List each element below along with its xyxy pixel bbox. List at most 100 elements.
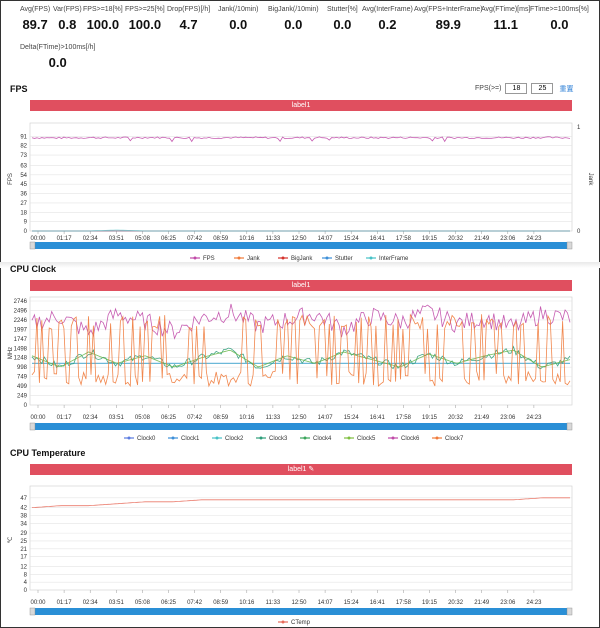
scrollbar-handle-right xyxy=(566,241,573,250)
x-tick-label: 23:06 xyxy=(500,600,516,606)
x-tick-label: 19:15 xyxy=(422,600,438,606)
scrollbar-handle-left xyxy=(29,607,36,616)
x-tick-label: 14:07 xyxy=(318,415,334,421)
series-line-clock3 xyxy=(31,345,571,370)
scrollbar-handle-right xyxy=(566,422,573,431)
plot-frame xyxy=(29,122,573,232)
stat-label: Jank(/10min) xyxy=(218,6,259,13)
stat-value: 0.2 xyxy=(378,17,397,32)
y-axis-label: ℃ xyxy=(8,536,14,543)
x-tick-label: 07:42 xyxy=(187,415,203,421)
y-tick-label: 63 xyxy=(20,163,27,169)
fps-threshold-input-2[interactable] xyxy=(531,83,554,94)
x-tick-label: 24:23 xyxy=(526,600,542,606)
cpu-temp-section-title: CPU Temperature xyxy=(10,448,86,458)
stat-value: 0.0 xyxy=(550,17,569,32)
stat-label: FPS>=18[%] xyxy=(83,6,123,13)
stat-drop-fps: Drop(FPS)[/h] 4.7 xyxy=(167,6,210,32)
stat-label: Drop(FPS)[/h] xyxy=(167,6,211,13)
cpu-clock-section-title: CPU Clock xyxy=(10,264,57,274)
legend-label: Clock1 xyxy=(181,436,200,442)
stat-avg-interframe: Avg(InterFrame) 0.2 xyxy=(362,6,413,32)
legend-marker xyxy=(215,436,219,440)
legend-label: Stutter xyxy=(335,256,353,262)
y-tick-label: 47 xyxy=(20,496,27,502)
y-tick-label: 499 xyxy=(17,384,28,390)
y-tick-label: 9 xyxy=(24,220,28,226)
x-tick-label: 12:50 xyxy=(291,600,307,606)
x-tick-label: 15:24 xyxy=(344,600,360,606)
y-tick-label: 12 xyxy=(20,564,27,570)
stat-value: 0.0 xyxy=(284,17,303,32)
x-tick-label: 06:25 xyxy=(161,236,177,242)
x-tick-label: 16:41 xyxy=(370,236,386,242)
y-tick-label: 2496 xyxy=(14,308,28,314)
x-tick-label: 20:32 xyxy=(448,236,464,242)
x-tick-label: 20:32 xyxy=(448,415,464,421)
legend-marker xyxy=(325,256,329,260)
x-tick-label: 15:24 xyxy=(344,236,360,242)
x-tick-label: 15:24 xyxy=(344,415,360,421)
fps-label-banner[interactable]: label1 xyxy=(30,100,572,111)
y-tick-label: 8 xyxy=(24,572,28,578)
y-tick-label: 54 xyxy=(20,173,27,179)
x-tick-label: 16:41 xyxy=(370,415,386,421)
legend-marker xyxy=(171,436,175,440)
legend-label: Clock5 xyxy=(357,436,376,442)
x-tick-label: 07:42 xyxy=(187,236,203,242)
stat-label: Var(FPS) xyxy=(53,6,82,13)
x-tick-label: 02:34 xyxy=(83,236,99,242)
y-tick-label: 249 xyxy=(17,394,28,400)
x-tick-label: 23:06 xyxy=(500,415,516,421)
x-tick-label: 20:32 xyxy=(448,600,464,606)
y-tick-label: 1498 xyxy=(14,346,28,352)
x-tick-label: 14:07 xyxy=(318,236,334,242)
series-line-fps xyxy=(31,136,571,143)
stat-avg-ftime: Avg(FTime)[ms] 11.1 xyxy=(481,6,530,32)
stat-value: 0.0 xyxy=(48,55,67,70)
cpu-clock-label-banner[interactable]: label1 xyxy=(30,280,572,291)
legend-label: FPS xyxy=(203,256,215,262)
x-tick-label: 05:08 xyxy=(135,415,151,421)
stat-value: 100.0 xyxy=(86,17,120,32)
y-tick-label: 42 xyxy=(20,506,27,512)
y-tick-label: 29 xyxy=(20,531,27,537)
reset-button[interactable]: 重置 xyxy=(559,85,574,93)
y-tick-label: 18 xyxy=(20,210,27,216)
stat-label: Avg(FTime)[ms] xyxy=(481,6,531,13)
stat-fps-ge-18: FPS>=18[%] 100.0 xyxy=(83,6,123,32)
x-tick-label: 01:17 xyxy=(57,415,73,421)
y-tick-label: 2746 xyxy=(14,299,28,305)
stat-value: 0.0 xyxy=(229,17,248,32)
stat-stutter: Stutter[%] 0.0 xyxy=(327,6,358,32)
y-tick-label: 0 xyxy=(24,403,28,409)
x-tick-label: 05:08 xyxy=(135,236,151,242)
range-scrollbar xyxy=(30,242,572,249)
edit-icon[interactable]: ✎ xyxy=(306,466,315,473)
x-tick-label: 12:50 xyxy=(291,236,307,242)
y-tick-label: 21 xyxy=(20,547,27,553)
x-tick-label: 01:17 xyxy=(57,236,73,242)
legend-marker xyxy=(193,256,197,260)
x-tick-label: 01:17 xyxy=(57,600,73,606)
banner-label: label1 xyxy=(287,466,307,473)
cpu-temp-label-banner[interactable]: label1 ✎ xyxy=(30,464,572,475)
fps-threshold-input-1[interactable] xyxy=(505,83,528,94)
x-tick-label: 21:49 xyxy=(474,600,490,606)
y-tick-label: 998 xyxy=(17,365,28,371)
legend-label: Clock4 xyxy=(313,436,332,442)
x-tick-label: 00:00 xyxy=(30,600,46,606)
legend-label: Clock7 xyxy=(445,436,464,442)
legend-marker xyxy=(347,436,351,440)
stat-value: 0.0 xyxy=(333,17,352,32)
stat-ftime-ge-100: FTime>=100ms[%] 0.0 xyxy=(530,6,589,32)
y-tick-label: 91 xyxy=(20,134,27,140)
stat-delta-ftime: Delta(FTime)>100ms[/h] 0.0 xyxy=(20,44,95,70)
x-tick-label: 17:58 xyxy=(396,236,412,242)
y-tick-label: 45 xyxy=(20,182,27,188)
y-tick-label: 749 xyxy=(17,375,28,381)
x-tick-label: 23:06 xyxy=(500,236,516,242)
stat-value: 0.8 xyxy=(58,17,77,32)
series-line-clock7 xyxy=(31,313,571,388)
x-tick-label: 21:49 xyxy=(474,415,490,421)
